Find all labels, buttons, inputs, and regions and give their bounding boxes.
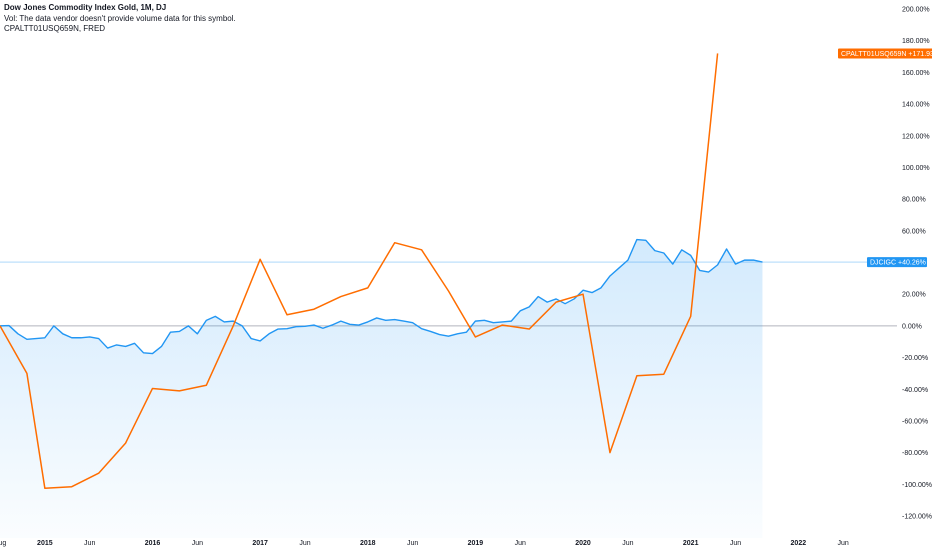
legend-title[interactable]: Dow Jones Commodity Index Gold, 1M, DJ bbox=[4, 3, 167, 12]
x-tick-label: 2021 bbox=[683, 540, 699, 547]
y-tick-label: 160.00% bbox=[902, 70, 930, 77]
x-tick-label: 2018 bbox=[360, 540, 376, 547]
y-tick-label: 20.00% bbox=[902, 292, 926, 299]
legend-volume-note: Vol: The data vendor doesn't provide vol… bbox=[4, 13, 236, 23]
x-tick-label: Jun bbox=[622, 540, 633, 547]
x-tick-label: Jun bbox=[84, 540, 95, 547]
x-tick-label: Jun bbox=[838, 540, 849, 547]
djcigc-series-line[interactable] bbox=[0, 238, 763, 355]
x-tick-label: 2022 bbox=[791, 540, 807, 547]
y-tick-label: 120.00% bbox=[902, 133, 930, 140]
y-tick-label: -120.00% bbox=[902, 514, 932, 521]
y-tick-label: -40.00% bbox=[902, 387, 928, 394]
y-tick-label: -80.00% bbox=[902, 450, 928, 457]
x-tick-label: Jun bbox=[515, 540, 526, 547]
y-tick-label: 140.00% bbox=[902, 102, 930, 109]
x-tick-label: 2017 bbox=[252, 540, 268, 547]
y-tick-label: -20.00% bbox=[902, 355, 928, 362]
x-tick-label: Jun bbox=[299, 540, 310, 547]
djcigc-last-value-tag bbox=[867, 257, 927, 268]
y-tick-label: 100.00% bbox=[902, 165, 930, 172]
x-tick-label: 2019 bbox=[468, 540, 484, 547]
y-tick-label: -60.00% bbox=[902, 418, 928, 425]
y-tick-label: 0.00% bbox=[902, 323, 922, 330]
x-tick-label: Jun bbox=[192, 540, 203, 547]
x-tick-label: Jun bbox=[407, 540, 418, 547]
x-tick-label: Aug bbox=[0, 540, 6, 547]
cpaltt01usq659n-last-value-tag bbox=[838, 48, 932, 59]
x-tick-label: 2016 bbox=[145, 540, 161, 547]
y-tick-label: 60.00% bbox=[902, 228, 926, 235]
legend-second-symbol[interactable]: CPALTT01USQ659N, FRED bbox=[4, 24, 106, 33]
cpaltt01usq659n-series-line[interactable] bbox=[0, 53, 719, 490]
y-tick-label: 80.00% bbox=[902, 197, 926, 204]
y-tick-label: 200.00% bbox=[902, 7, 930, 14]
y-tick-label: 180.00% bbox=[902, 38, 930, 45]
x-tick-label: 2015 bbox=[37, 540, 53, 547]
x-tick-label: Jun bbox=[730, 540, 741, 547]
cpaltt01usq659n-last-value-tag-text: CPALTT01USQ659N +171.93% bbox=[841, 51, 932, 58]
djcigc-last-value-tag-text: DJCIGC +40.26% bbox=[870, 260, 926, 267]
djcigc-area-fill bbox=[0, 239, 763, 538]
y-tick-label: -100.00% bbox=[902, 482, 932, 489]
x-tick-label: 2020 bbox=[575, 540, 591, 547]
chart-legend: Dow Jones Commodity Index Gold, 1M, DJ V… bbox=[4, 3, 236, 35]
